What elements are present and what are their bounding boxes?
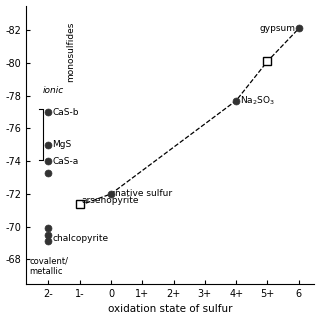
Text: CaS-b: CaS-b: [52, 108, 79, 116]
Text: monosulfides: monosulfides: [66, 22, 75, 82]
Text: gypsum: gypsum: [259, 24, 295, 33]
Text: chalcopyrite: chalcopyrite: [52, 234, 108, 243]
Text: MgS: MgS: [52, 140, 71, 149]
Text: arsenopyrite: arsenopyrite: [81, 196, 139, 205]
Text: Na$_2$SO$_3$: Na$_2$SO$_3$: [240, 94, 275, 107]
X-axis label: oxidation state of sulfur: oxidation state of sulfur: [108, 304, 233, 315]
Text: ionic: ionic: [43, 86, 64, 95]
Text: CaS-a: CaS-a: [52, 157, 78, 166]
Text: covalent/
metallic: covalent/ metallic: [29, 256, 68, 276]
Text: native sulfur: native sulfur: [115, 189, 172, 198]
